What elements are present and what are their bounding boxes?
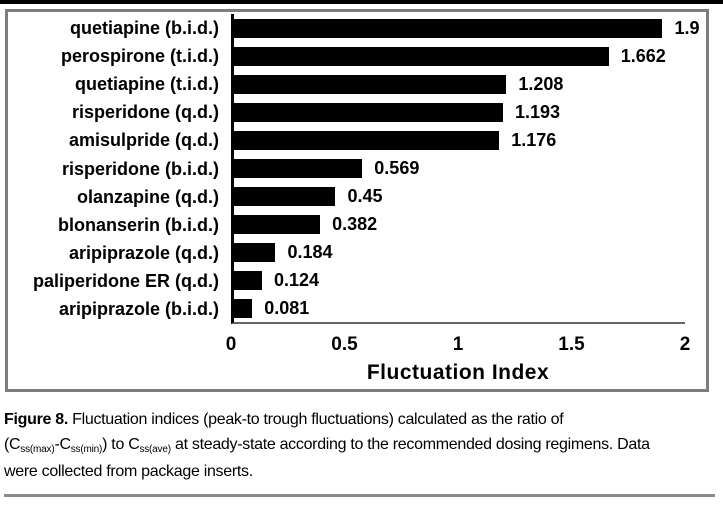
x-tick-label: 0.5 — [331, 334, 358, 355]
bar-row: 0.382 — [234, 210, 685, 238]
bar-row: 0.184 — [234, 238, 685, 266]
category-label: aripiprazole (b.i.d.) — [58, 299, 219, 320]
bar-value-label: 1.662 — [620, 45, 666, 66]
caption-line: (Css(max)-Css(min)) to Css(ave) at stead… — [4, 436, 650, 455]
bar-value-label: 0.569 — [374, 157, 420, 178]
x-tick-label: 2 — [679, 334, 691, 355]
bar — [234, 158, 363, 178]
category-label: paliperidone ER (q.d.) — [32, 271, 219, 292]
bar-row: 1.662 — [234, 42, 685, 70]
bar-row: 0.124 — [234, 266, 685, 294]
bar — [234, 46, 609, 66]
x-axis-label: Fluctuation Index — [366, 361, 550, 384]
bar-value-label: 1.9 — [674, 17, 700, 38]
category-label: perospirone (t.i.d.) — [60, 45, 219, 66]
bar-value-label: 0.382 — [332, 213, 378, 234]
category-label: olanzapine (q.d.) — [77, 186, 219, 207]
bar-row: 1.193 — [234, 98, 685, 126]
caption-line: Figure 8. Fluctuation indices (peak-to t… — [4, 411, 564, 428]
category-label: aripiprazole (q.d.) — [68, 243, 219, 264]
bar-row: 1.176 — [234, 126, 685, 154]
x-tick-label: 1.5 — [558, 334, 585, 355]
x-axis-ticks: 0 0.5 1 1.5 2 — [226, 334, 691, 358]
category-label: quetiapine (t.i.d.) — [75, 73, 219, 94]
bar-row: 0.569 — [234, 154, 685, 182]
bar-row: 0.45 — [234, 182, 685, 210]
bar-value-label: 0.081 — [264, 297, 310, 318]
bar — [234, 130, 500, 150]
bar-value-label: 1.193 — [515, 101, 561, 122]
category-labels: quetiapine (b.i.d.) perospirone (t.i.d.) q… — [8, 14, 225, 324]
bar — [234, 102, 504, 122]
bottom-divider-rule — [4, 494, 715, 497]
chart-figure-box: quetiapine (b.i.d.) perospirone (t.i.d.) q… — [5, 9, 709, 392]
bar — [234, 298, 253, 318]
bar-value-label: 1.176 — [511, 129, 557, 150]
category-label: risperidone (q.d.) — [71, 102, 219, 123]
top-divider-rule — [0, 0, 723, 4]
bar-row: 0.081 — [234, 294, 685, 322]
x-tick-label: 1 — [452, 334, 464, 355]
bar — [234, 242, 276, 262]
x-tick-label: 0 — [225, 334, 237, 355]
plot-rows: 1.9 1.662 1.208 1.193 1.176 0.569 0.45 0.382 0.1… — [234, 14, 699, 322]
category-label: risperidone (b.i.d.) — [61, 158, 219, 179]
bar-value-label: 0.184 — [287, 241, 333, 262]
bar-row: 1.9 — [234, 14, 699, 42]
bar-value-label: 0.45 — [347, 185, 383, 206]
bar — [234, 74, 507, 94]
bar — [234, 270, 262, 290]
bar — [234, 214, 321, 234]
plot-area: 1.9 1.662 1.208 1.193 1.176 0.569 0.45 0.382 0.1… — [231, 14, 699, 324]
bar-value-label: 0.124 — [273, 269, 319, 290]
bar — [234, 186, 336, 206]
category-label: amisulpride (q.d.) — [68, 130, 219, 151]
category-label: quetiapine (b.i.d.) — [70, 17, 219, 38]
bar — [234, 18, 663, 38]
bar-row: 1.208 — [234, 70, 685, 98]
figure-caption: Figure 8. Fluctuation indices (peak-to t… — [4, 407, 720, 484]
bar-value-label: 1.208 — [518, 73, 564, 94]
caption-line: were collected from package inserts. — [4, 463, 253, 480]
category-label: blonanserin (b.i.d.) — [58, 214, 219, 235]
